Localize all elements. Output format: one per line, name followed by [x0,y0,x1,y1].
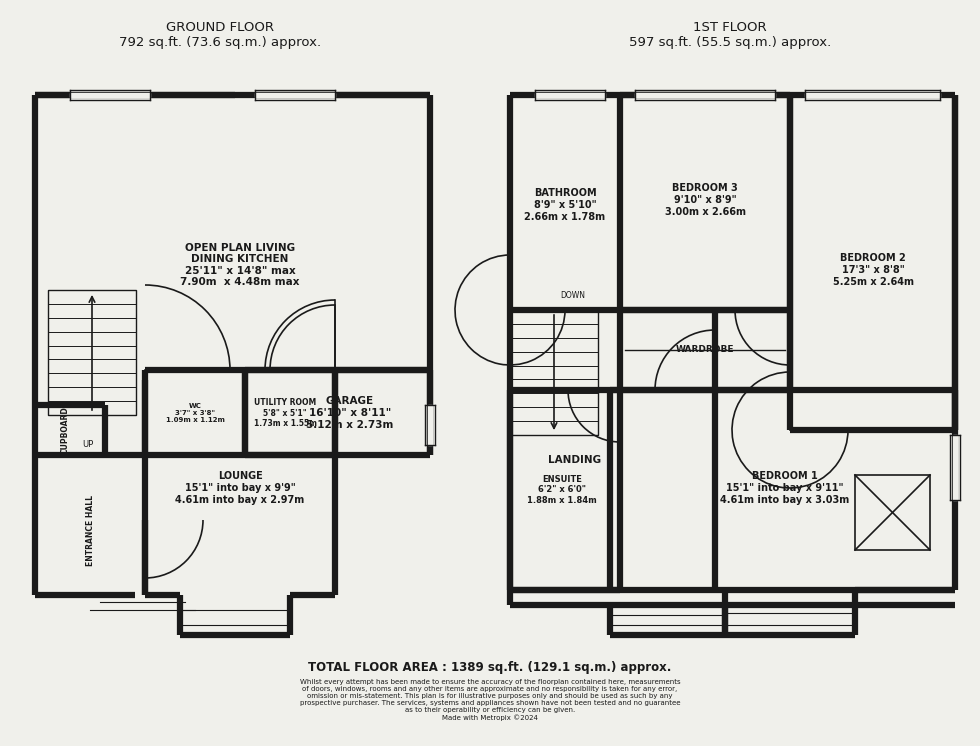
Text: WARDROBE: WARDROBE [676,345,734,354]
Text: ENTRANCE HALL: ENTRANCE HALL [85,495,94,565]
Text: BEDROOM 2
17'3" x 8'8"
5.25m x 2.64m: BEDROOM 2 17'3" x 8'8" 5.25m x 2.64m [832,254,913,286]
Polygon shape [255,93,335,97]
Bar [510,310,598,435]
Polygon shape [535,93,605,97]
Text: WC
3'7" x 3'8"
1.09m x 1.12m: WC 3'7" x 3'8" 1.09m x 1.12m [166,403,224,423]
Text: LANDING: LANDING [549,455,602,465]
Text: DOWN: DOWN [560,291,585,300]
Text: UP: UP [82,440,94,449]
Text: GROUND FLOOR
792 sq.ft. (73.6 sq.m.) approx.: GROUND FLOOR 792 sq.ft. (73.6 sq.m.) app… [119,21,321,49]
Text: ENSUITE
6'2" x 6'0"
1.88m x 1.84m: ENSUITE 6'2" x 6'0" 1.88m x 1.84m [527,475,597,505]
Text: 1ST FLOOR
597 sq.ft. (55.5 sq.m.) approx.: 1ST FLOOR 597 sq.ft. (55.5 sq.m.) approx… [629,21,831,49]
Text: BEDROOM 1
15'1" into bay x 9'11"
4.61m into bay x 3.03m: BEDROOM 1 15'1" into bay x 9'11" 4.61m i… [720,471,850,504]
Text: GARAGE
16'10" x 8'11"
5.12m x 2.73m: GARAGE 16'10" x 8'11" 5.12m x 2.73m [307,396,394,430]
Polygon shape [635,93,775,97]
Text: BEDROOM 3
9'10" x 8'9"
3.00m x 2.66m: BEDROOM 3 9'10" x 8'9" 3.00m x 2.66m [664,184,746,216]
Bar [855,475,930,550]
Polygon shape [805,93,940,97]
Text: TOTAL FLOOR AREA : 1389 sq.ft. (129.1 sq.m.) approx.: TOTAL FLOOR AREA : 1389 sq.ft. (129.1 sq… [309,662,671,674]
Text: BATHROOM
8'9" x 5'10"
2.66m x 1.78m: BATHROOM 8'9" x 5'10" 2.66m x 1.78m [524,189,606,222]
Polygon shape [427,405,432,445]
Polygon shape [70,93,150,97]
Text: LOUNGE
15'1" into bay x 9'9"
4.61m into bay x 2.97m: LOUNGE 15'1" into bay x 9'9" 4.61m into … [175,471,305,504]
Text: OPEN PLAN LIVING
DINING KITCHEN
25'11" x 14'8" max
7.90m  x 4.48m max: OPEN PLAN LIVING DINING KITCHEN 25'11" x… [180,242,300,287]
Polygon shape [953,435,957,500]
Text: CUPBOARD: CUPBOARD [61,406,70,454]
Text: Whilst every attempt has been made to ensure the accuracy of the floorplan conta: Whilst every attempt has been made to en… [300,679,680,721]
Text: UTILITY ROOM
5'8" x 5'1"
1.73m x 1.55m: UTILITY ROOM 5'8" x 5'1" 1.73m x 1.55m [254,398,317,428]
Bar [48,290,136,415]
